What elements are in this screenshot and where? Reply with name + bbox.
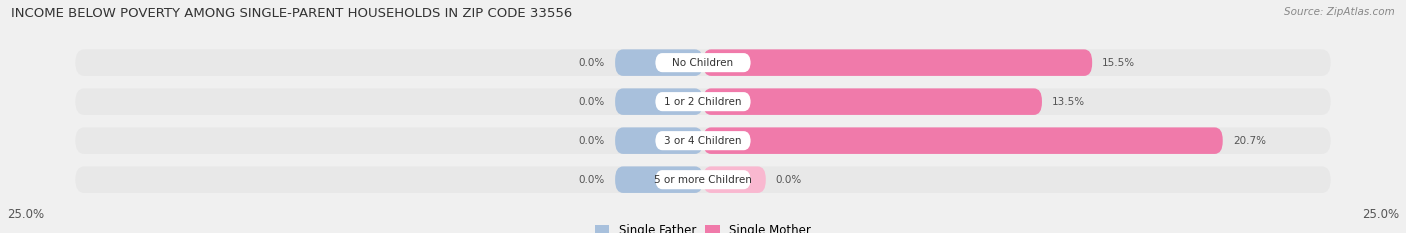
Text: 0.0%: 0.0% bbox=[579, 136, 605, 146]
Text: 0.0%: 0.0% bbox=[579, 58, 605, 68]
FancyBboxPatch shape bbox=[655, 92, 751, 111]
Text: 0.0%: 0.0% bbox=[579, 97, 605, 107]
FancyBboxPatch shape bbox=[616, 88, 703, 115]
Text: 3 or 4 Children: 3 or 4 Children bbox=[664, 136, 742, 146]
Text: 25.0%: 25.0% bbox=[7, 208, 44, 221]
FancyBboxPatch shape bbox=[616, 166, 703, 193]
FancyBboxPatch shape bbox=[76, 88, 1330, 115]
Text: 0.0%: 0.0% bbox=[579, 175, 605, 185]
FancyBboxPatch shape bbox=[76, 127, 1330, 154]
FancyBboxPatch shape bbox=[703, 127, 1223, 154]
FancyBboxPatch shape bbox=[76, 166, 1330, 193]
FancyBboxPatch shape bbox=[703, 49, 1092, 76]
Text: Source: ZipAtlas.com: Source: ZipAtlas.com bbox=[1284, 7, 1395, 17]
Text: INCOME BELOW POVERTY AMONG SINGLE-PARENT HOUSEHOLDS IN ZIP CODE 33556: INCOME BELOW POVERTY AMONG SINGLE-PARENT… bbox=[11, 7, 572, 20]
Legend: Single Father, Single Mother: Single Father, Single Mother bbox=[595, 224, 811, 233]
FancyBboxPatch shape bbox=[76, 49, 1330, 76]
FancyBboxPatch shape bbox=[655, 170, 751, 189]
FancyBboxPatch shape bbox=[703, 166, 766, 193]
Text: 5 or more Children: 5 or more Children bbox=[654, 175, 752, 185]
Text: 1 or 2 Children: 1 or 2 Children bbox=[664, 97, 742, 107]
Text: 0.0%: 0.0% bbox=[776, 175, 801, 185]
Text: 20.7%: 20.7% bbox=[1233, 136, 1265, 146]
FancyBboxPatch shape bbox=[616, 127, 703, 154]
Text: 13.5%: 13.5% bbox=[1052, 97, 1085, 107]
FancyBboxPatch shape bbox=[616, 49, 703, 76]
Text: 25.0%: 25.0% bbox=[1362, 208, 1399, 221]
FancyBboxPatch shape bbox=[703, 88, 1042, 115]
FancyBboxPatch shape bbox=[655, 131, 751, 150]
Text: 15.5%: 15.5% bbox=[1102, 58, 1135, 68]
FancyBboxPatch shape bbox=[655, 53, 751, 72]
Text: No Children: No Children bbox=[672, 58, 734, 68]
